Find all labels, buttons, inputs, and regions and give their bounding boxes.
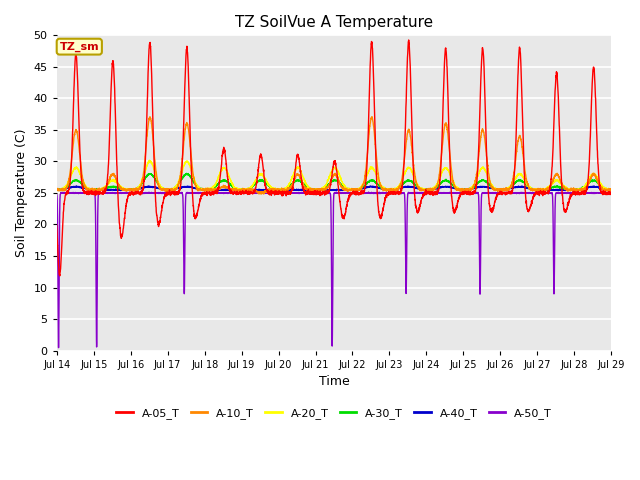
Y-axis label: Soil Temperature (C): Soil Temperature (C) <box>15 129 28 257</box>
X-axis label: Time: Time <box>319 375 349 388</box>
Text: TZ_sm: TZ_sm <box>60 42 99 52</box>
Legend: A-05_T, A-10_T, A-20_T, A-30_T, A-40_T, A-50_T: A-05_T, A-10_T, A-20_T, A-30_T, A-40_T, … <box>112 404 556 423</box>
Title: TZ SoilVue A Temperature: TZ SoilVue A Temperature <box>235 15 433 30</box>
